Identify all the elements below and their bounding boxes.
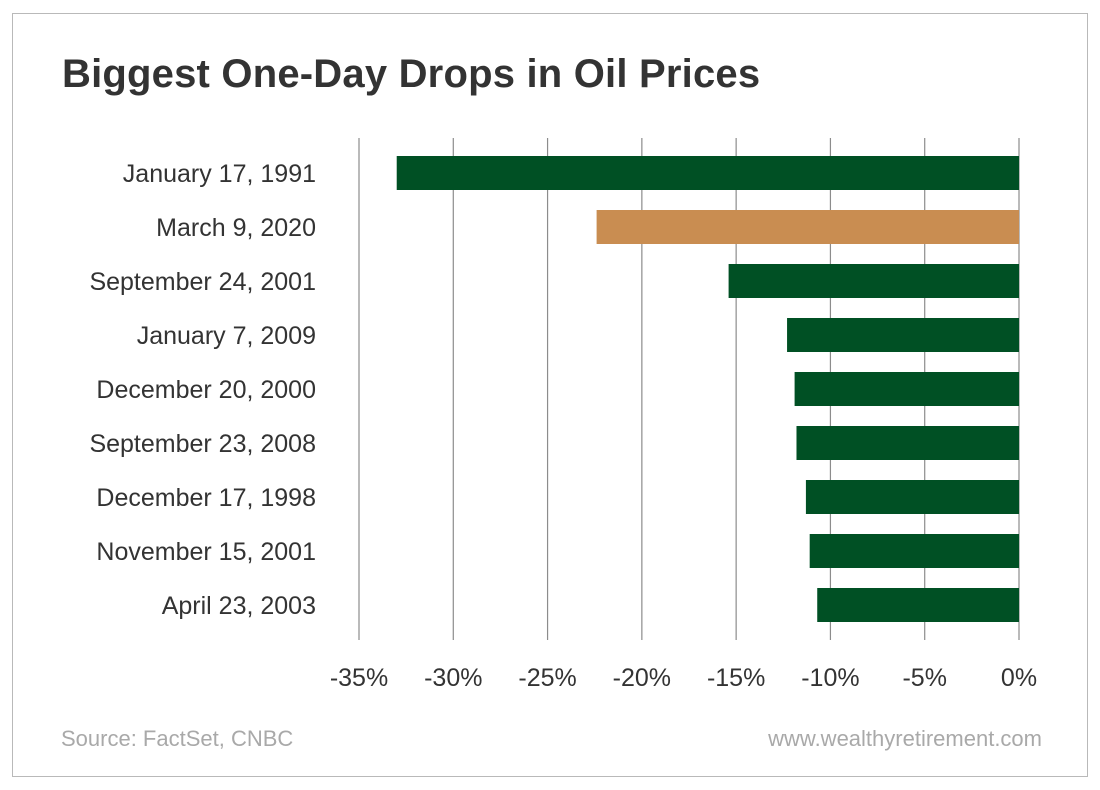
category-label: November 15, 2001 [96, 538, 316, 566]
bar [809, 534, 1019, 568]
bar [796, 426, 1019, 460]
bar [817, 588, 1019, 622]
category-label: April 23, 2003 [162, 592, 316, 620]
category-label: January 17, 1991 [123, 160, 316, 188]
bar [596, 210, 1019, 244]
chart-title: Biggest One-Day Drops in Oil Prices [62, 52, 761, 96]
x-tick-label: -15% [707, 664, 765, 692]
bar [805, 480, 1019, 514]
x-tick-label: -20% [613, 664, 671, 692]
x-tick-label: -5% [902, 664, 946, 692]
bar [728, 264, 1019, 298]
x-tick-label: -25% [518, 664, 576, 692]
bar [794, 372, 1019, 406]
category-label: September 23, 2008 [89, 430, 316, 458]
bar [396, 156, 1019, 190]
x-tick-label: -10% [801, 664, 859, 692]
x-tick-label: -30% [424, 664, 482, 692]
category-label: March 9, 2020 [156, 214, 316, 242]
x-tick-label: -35% [330, 664, 388, 692]
category-label: January 7, 2009 [137, 322, 316, 350]
category-label: December 17, 1998 [96, 484, 316, 512]
category-label: September 24, 2001 [89, 268, 316, 296]
category-label: December 20, 2000 [96, 376, 316, 404]
x-tick-label: 0% [1001, 664, 1037, 692]
website-url: www.wealthyretirement.com [768, 726, 1042, 751]
bar [787, 318, 1019, 352]
source-note: Source: FactSet, CNBC [61, 726, 294, 751]
